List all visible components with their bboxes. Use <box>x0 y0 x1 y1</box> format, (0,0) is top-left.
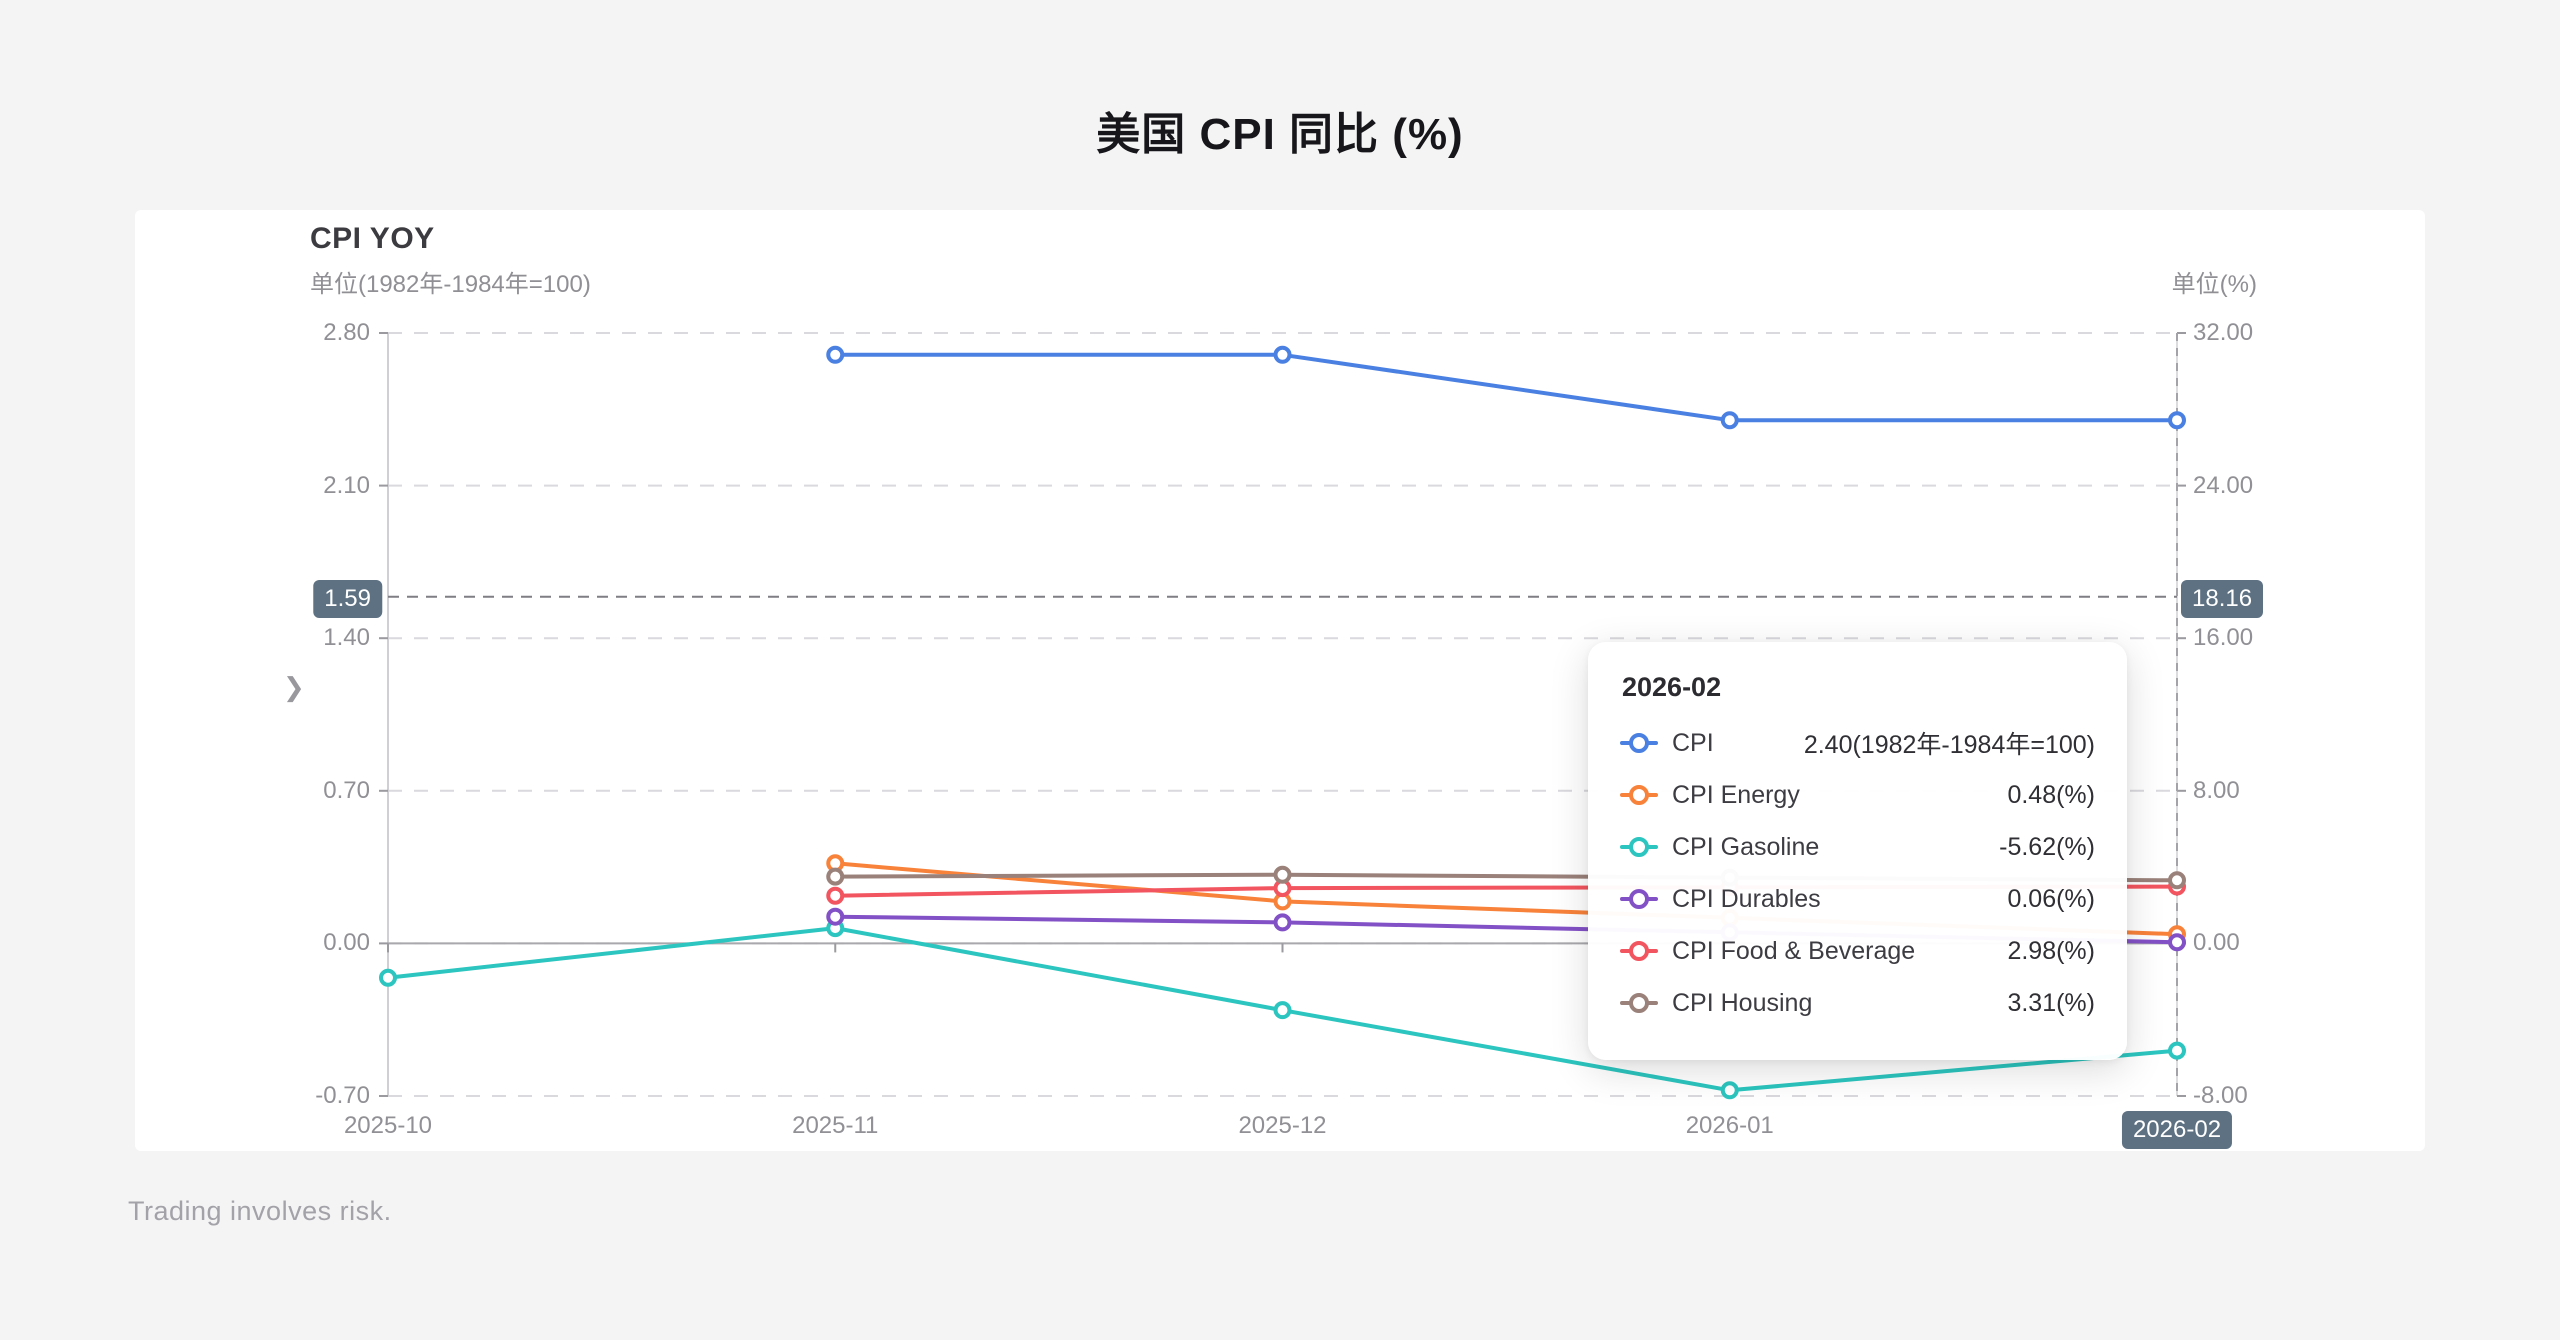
series-value: 0.06(%) <box>2007 884 2095 913</box>
series-value: 2.40(1982年-1984年=100) <box>1803 731 2095 759</box>
x-axis-tick-label: 2026-01 <box>1685 1112 1774 1139</box>
right-axis-unit-label: 单位(%) <box>2171 271 2257 298</box>
x-axis-tick-label: 2025-11 <box>792 1112 879 1139</box>
left-axis-tick-label: 0.00 <box>323 929 370 957</box>
right-axis-tick-label: -8.00 <box>2193 1082 2248 1109</box>
left-axis-tick-label: 0.70 <box>323 776 370 804</box>
tooltip: 2026-02 CPI 2.40(1982年-1984年=100) CPI En… <box>1588 642 2127 1060</box>
tooltip-row: CPI 2.40(1982年-1984年=100) <box>1620 717 2095 769</box>
series-marker-icon <box>1620 836 1658 858</box>
series-line-cpi <box>833 352 2179 423</box>
series-value: -5.62(%) <box>1999 832 2095 861</box>
left-axis-tick-label: 1.40 <box>323 624 370 652</box>
data-point-cpi-durables-2025-12[interactable] <box>1273 913 1292 932</box>
tooltip-date: 2026-02 <box>1622 672 1722 702</box>
x-axis-tick-label: 2025-10 <box>343 1112 433 1139</box>
crosshair-x-axis-badge: 2026-02 <box>2121 1111 2233 1149</box>
right-axis-tick-label: 16.00 <box>2193 624 2254 652</box>
data-point-cpi-housing-2026-02[interactable] <box>2168 871 2186 890</box>
left-axis-unit-label: 单位(1982年-1984年=100) <box>310 271 591 298</box>
left-axis-tick-label: 2.10 <box>323 471 370 499</box>
series-marker-icon <box>1620 992 1658 1014</box>
series-value: 2.98(%) <box>2007 936 2095 965</box>
series-name: CPI Durables <box>1672 884 1821 913</box>
x-axis-tick-label: 2025-12 <box>1238 1112 1327 1139</box>
series-marker-icon <box>1620 888 1658 910</box>
series-marker-icon <box>1620 732 1658 754</box>
data-point-cpi-housing-2025-12[interactable] <box>1273 865 1292 884</box>
series-name: CPI Housing <box>1672 988 1813 1017</box>
chart-title: CPI YOY <box>310 222 435 255</box>
series-value: 3.31(%) <box>2007 988 2095 1017</box>
data-point-cpi-gasoline-2026-02[interactable] <box>2168 1041 2186 1060</box>
right-axis-tick-label: 24.00 <box>2193 471 2254 499</box>
right-axis-tick-label: 8.00 <box>2193 776 2240 804</box>
tooltip-row: CPI Gasoline -5.62(%) <box>1620 821 2095 873</box>
left-axis-tick-label: 2.80 <box>323 319 370 346</box>
data-point-cpi-durables-2026-02[interactable] <box>2168 933 2186 952</box>
data-point-cpi-gasoline-2026-01[interactable] <box>1720 1081 1739 1100</box>
tooltip-row: CPI Housing 3.31(%) <box>1620 977 2095 1029</box>
left-axis-tick-label: -0.70 <box>315 1082 370 1109</box>
series-value: 0.48(%) <box>2007 780 2095 809</box>
data-point-cpi-2025-11[interactable] <box>826 345 845 364</box>
crosshair-left-axis-badge: 1.59 <box>313 580 382 618</box>
series-marker-icon <box>1620 940 1658 962</box>
data-point-cpi-durables-2025-11[interactable] <box>826 907 845 926</box>
data-point-cpi-2026-02[interactable] <box>2168 411 2186 430</box>
series-marker-icon <box>1620 784 1658 806</box>
crosshair-right-axis-badge: 18.16 <box>2181 580 2264 618</box>
tooltip-row: CPI Food & Beverage 2.98(%) <box>1620 925 2095 977</box>
data-point-cpi-food-beverage-2025-11[interactable] <box>826 886 845 905</box>
chart-panel: CPI YOY 单位(1982年-1984年=100) 单位(%) 2.80 2.… <box>135 210 2425 1151</box>
disclaimer-text: Trading involves risk. <box>128 1196 392 1226</box>
series-name: CPI Energy <box>1672 780 1800 809</box>
data-point-cpi-housing-2025-11[interactable] <box>826 867 845 886</box>
tooltip-row: CPI Durables 0.06(%) <box>1620 873 2095 925</box>
series-name: CPI Gasoline <box>1672 832 1820 861</box>
tooltip-row: CPI Energy 0.48(%) <box>1620 769 2095 821</box>
page-title: 美国 CPI 同比 (%) <box>1096 110 1464 159</box>
data-point-cpi-gasoline-2025-10[interactable] <box>379 968 397 987</box>
data-point-cpi-2025-12[interactable] <box>1273 345 1292 364</box>
chevron-right-icon[interactable]: ❯ <box>283 672 305 702</box>
data-point-cpi-gasoline-2025-12[interactable] <box>1273 1001 1292 1020</box>
right-axis-tick-label: 0.00 <box>2193 929 2240 957</box>
data-point-cpi-2026-01[interactable] <box>1720 411 1739 430</box>
right-axis-tick-label: 32.00 <box>2193 319 2254 346</box>
series-name: CPI <box>1672 728 1714 757</box>
series-name: CPI Food & Beverage <box>1672 936 1916 965</box>
